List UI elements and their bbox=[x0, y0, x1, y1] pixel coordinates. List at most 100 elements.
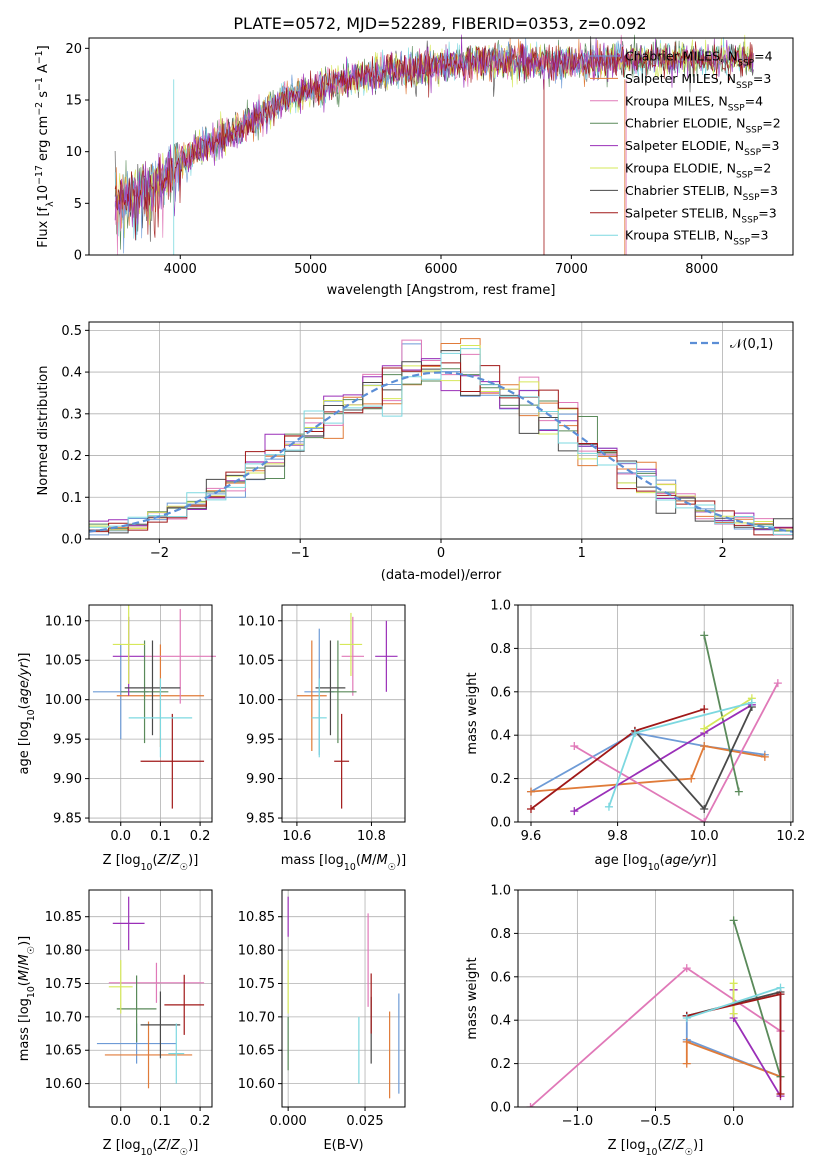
y-tick-label: 10.05 bbox=[238, 654, 275, 669]
y-tick-label: 0.5 bbox=[61, 324, 82, 339]
x-tick-label: 5000 bbox=[294, 262, 327, 277]
Z-age-xlabel: Z [log10(Z/Z☉)] bbox=[103, 853, 199, 873]
x-tick-label: 2 bbox=[718, 546, 726, 561]
reference-legend-label: 𝒩(0,1) bbox=[730, 337, 773, 352]
x-tick-label: −1.0 bbox=[562, 1114, 594, 1129]
residuals-xlabel: (data-model)/error bbox=[381, 568, 502, 583]
y-tick-label: 0.4 bbox=[490, 1014, 511, 1029]
histograms bbox=[88, 338, 794, 536]
Z-age-points bbox=[92, 605, 216, 809]
weight-marker-2 bbox=[526, 1103, 535, 1107]
EBV-mass-xlabel: E(B-V) bbox=[323, 1138, 363, 1153]
weight-line-8 bbox=[686, 986, 781, 1019]
spectrum-xlabel: wavelength [Angstrom, rest frame] bbox=[327, 283, 556, 298]
y-tick-label: 5 bbox=[74, 197, 82, 212]
EBV-mass-points bbox=[287, 896, 400, 1099]
weight-line-2 bbox=[573, 682, 779, 822]
legend-nssp: 2 bbox=[773, 116, 781, 131]
weight-marker-3 bbox=[729, 916, 738, 925]
y-tick-label: 0.0 bbox=[490, 816, 511, 831]
y-tick-label: 0.2 bbox=[61, 449, 82, 464]
y-tick-label: 1.0 bbox=[490, 599, 511, 614]
y-tick-label: 9.85 bbox=[53, 812, 82, 827]
x-tick-label: 0.0 bbox=[723, 1114, 744, 1129]
legend-nssp: 3 bbox=[769, 205, 777, 220]
weight-line-6 bbox=[634, 706, 753, 811]
y-tick-label: 9.85 bbox=[246, 812, 275, 827]
axes-spectrum: 4000 5000 6000 7000 8000 0 5 10 15 20 bbox=[65, 42, 718, 277]
x-tick-label: 8000 bbox=[685, 262, 718, 277]
legend-label: Kroupa MILES, N bbox=[625, 93, 728, 108]
legend-label: Salpeter STELIB, N bbox=[625, 205, 741, 220]
weight-marker-1 bbox=[760, 752, 769, 761]
legend-entry-2: Kroupa MILES, NSSP=4 bbox=[625, 93, 763, 113]
y-tick-label: 10.60 bbox=[45, 1077, 82, 1092]
weight-marker-2 bbox=[570, 742, 579, 751]
weight-line-0 bbox=[530, 732, 766, 793]
y-tick-label: 0.8 bbox=[490, 642, 511, 657]
weight-line-4 bbox=[573, 704, 753, 812]
normal-reference-curve bbox=[88, 371, 794, 533]
x-tick-label: 10.8 bbox=[357, 829, 386, 844]
y-tick-label: 0.4 bbox=[490, 729, 511, 744]
weight-marker-2 bbox=[700, 818, 709, 822]
weight-marker-8 bbox=[630, 729, 639, 738]
legend-label: Kroupa ELODIE, N bbox=[625, 161, 736, 176]
y-tick-label: 0.3 bbox=[61, 407, 82, 422]
legend-nssp: 4 bbox=[765, 49, 773, 64]
weight-marker-1 bbox=[700, 742, 709, 751]
x-tick-label: 0.1 bbox=[150, 1114, 171, 1129]
weight-marker-3 bbox=[734, 787, 743, 796]
legend-label: Chabrier STELIB, N bbox=[625, 183, 743, 198]
residuals-ylabel: Normed distribution bbox=[36, 366, 51, 496]
x-tick-label: 10.0 bbox=[690, 829, 719, 844]
weight-marker-8 bbox=[747, 698, 756, 707]
y-tick-label: 0.2 bbox=[490, 1057, 511, 1072]
x-tick-label: 0.0 bbox=[110, 1114, 131, 1129]
legend-label: Chabrier ELODIE, N bbox=[625, 116, 745, 131]
legend-entry-7: Salpeter STELIB, NSSP=3 bbox=[625, 205, 777, 225]
legend-label: Chabrier MILES, N bbox=[625, 49, 737, 64]
axes-Z-age: 0.0 0.1 0.2 9.85 9.90 9.95 10.00 10.05 10.10 bbox=[45, 605, 212, 844]
y-tick-label: 0.6 bbox=[490, 685, 511, 700]
weight-marker-1 bbox=[682, 1059, 691, 1068]
y-tick-label: 10.65 bbox=[238, 1044, 275, 1059]
x-tick-label: −2 bbox=[150, 546, 169, 561]
x-tick-label: 10.2 bbox=[776, 829, 805, 844]
weight-marker-8 bbox=[604, 802, 613, 811]
y-tick-label: 0.0 bbox=[490, 1101, 511, 1116]
x-tick-label: 0 bbox=[437, 546, 445, 561]
y-tick-label: 9.95 bbox=[246, 733, 275, 748]
y-tick-label: 10.05 bbox=[45, 654, 82, 669]
weight-marker-8 bbox=[682, 1014, 691, 1023]
weight-line-5 bbox=[703, 697, 753, 730]
weight-marker-1 bbox=[526, 787, 535, 796]
x-tick-label: 7000 bbox=[555, 262, 588, 277]
mass-age-xlabel: mass [log10(M/M☉)] bbox=[281, 853, 407, 873]
y-tick-label: 9.95 bbox=[53, 733, 82, 748]
legend-nssp: 3 bbox=[763, 71, 771, 86]
legend-entry-1: Salpeter MILES, NSSP=3 bbox=[625, 71, 771, 91]
y-tick-label: 10.80 bbox=[238, 944, 275, 959]
legend-nssp: 4 bbox=[755, 93, 763, 108]
weight-line-4 bbox=[732, 989, 782, 1097]
y-tick-label: 0.0 bbox=[61, 533, 82, 548]
spectrum-frame bbox=[88, 37, 794, 256]
x-tick-label: 0.2 bbox=[190, 829, 211, 844]
x-tick-label: 0.025 bbox=[346, 1114, 383, 1129]
axes-Z-mass: 0.0 0.1 0.2 10.60 10.65 10.70 10.75 10.80 10.85 bbox=[45, 890, 212, 1129]
x-tick-label: −1 bbox=[291, 546, 310, 561]
legend-nssp: 3 bbox=[772, 138, 780, 153]
x-tick-label: 0.2 bbox=[190, 1114, 211, 1129]
weight-line-3 bbox=[703, 635, 740, 792]
Z-age-frame bbox=[88, 604, 213, 823]
y-tick-label: 10.00 bbox=[238, 693, 275, 708]
y-tick-label: 0.4 bbox=[61, 366, 82, 381]
y-tick-label: 10.60 bbox=[238, 1077, 275, 1092]
EBV-mass-frame bbox=[281, 889, 406, 1108]
y-tick-label: 10.85 bbox=[238, 910, 275, 925]
age-weight-frame bbox=[517, 604, 794, 823]
weight-marker-7 bbox=[700, 705, 709, 714]
weight-marker-5 bbox=[729, 1009, 738, 1018]
